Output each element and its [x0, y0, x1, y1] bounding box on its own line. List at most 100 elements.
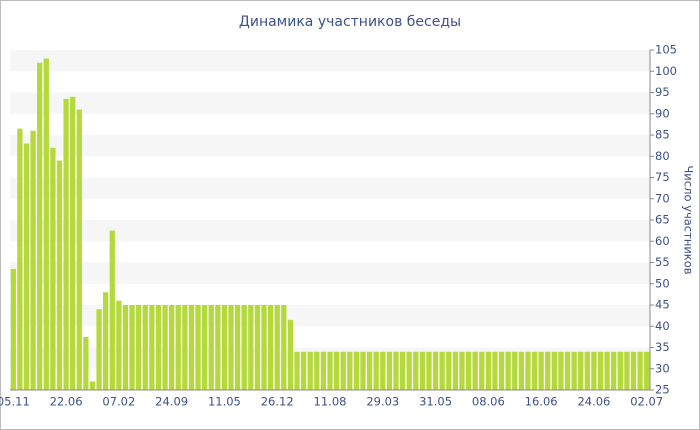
bar: [122, 305, 129, 390]
x-tick-label: 11.08: [314, 395, 347, 409]
bar: [584, 351, 590, 390]
bar: [142, 305, 148, 390]
bar: [320, 351, 327, 390]
bar: [538, 351, 544, 390]
x-tick-label: 24.06: [577, 395, 610, 409]
bar: [188, 305, 195, 390]
bar: [386, 351, 393, 390]
bar: [83, 336, 89, 390]
bar: [294, 351, 300, 390]
bar: [287, 319, 294, 390]
bar: [492, 351, 498, 390]
bar: [644, 351, 650, 390]
grid-band: [10, 177, 650, 199]
bar: [413, 351, 419, 390]
bar: [175, 305, 181, 390]
bar: [103, 292, 109, 390]
x-tick-label: 08.06: [472, 395, 505, 409]
y-tick-label: 90: [655, 106, 670, 120]
bar: [76, 109, 82, 390]
bar: [70, 96, 76, 390]
bar: [380, 351, 386, 390]
bar: [591, 351, 597, 390]
bar: [248, 305, 254, 390]
bar: [426, 351, 432, 390]
y-tick-label: 55: [655, 255, 670, 269]
bar: [169, 305, 175, 390]
bar: [96, 309, 102, 390]
bar: [465, 351, 472, 390]
bar: [578, 351, 584, 390]
bar: [300, 351, 307, 390]
bar: [327, 351, 333, 390]
bar: [485, 351, 491, 390]
y-tick-label: 80: [655, 149, 670, 163]
bar: [347, 351, 353, 390]
bar: [254, 305, 261, 390]
bar: [399, 351, 406, 390]
y-tick-label: 85: [655, 128, 670, 142]
bar: [30, 130, 36, 390]
x-tick-label: 05.11: [0, 395, 30, 409]
x-tick-label: 29.03: [366, 395, 399, 409]
y-tick-label: 60: [655, 234, 670, 248]
grid-band: [10, 262, 650, 284]
bar: [129, 305, 135, 390]
bar: [505, 351, 511, 390]
y-axis-label: Число участников: [682, 165, 696, 274]
chart-title: Динамика участников беседы: [239, 14, 461, 30]
bar: [340, 351, 346, 390]
x-tick-label: 02.07: [630, 395, 663, 409]
y-tick-label: 35: [655, 340, 670, 354]
bar: [307, 351, 313, 390]
x-tick-label: 26.12: [261, 395, 294, 409]
plot: [10, 50, 650, 390]
bar: [221, 305, 228, 390]
bar: [202, 305, 208, 390]
bar: [558, 351, 564, 390]
y-tick-label: 65: [655, 213, 670, 227]
y-tick-label: 105: [655, 43, 677, 57]
grid-band: [10, 50, 650, 72]
grid-band: [10, 92, 650, 114]
bar: [604, 351, 610, 390]
bar: [116, 300, 122, 390]
y-tick-label: 45: [655, 298, 670, 312]
bar: [531, 351, 538, 390]
bar: [498, 351, 505, 390]
bar: [56, 160, 63, 390]
bar: [267, 305, 274, 390]
bar: [215, 305, 221, 390]
bar: [637, 351, 643, 390]
bar: [373, 351, 379, 390]
bar: [37, 62, 43, 390]
bar: [360, 351, 366, 390]
bar: [314, 351, 320, 390]
y-tick-label: 75: [655, 170, 670, 184]
bar: [89, 381, 96, 390]
x-tick-label: 16.06: [525, 395, 558, 409]
bar: [432, 351, 439, 390]
bar: [109, 230, 115, 390]
y-tick-label: 100: [655, 64, 677, 78]
bar: [333, 351, 340, 390]
bar: [43, 58, 49, 390]
bar: [234, 305, 241, 390]
bar: [50, 147, 56, 390]
bar: [617, 351, 623, 390]
bar: [597, 351, 604, 390]
y-tick-label: 25: [655, 383, 670, 397]
bar: [63, 98, 69, 390]
bar: [551, 351, 557, 390]
bar: [155, 305, 162, 390]
bar: [479, 351, 485, 390]
bar: [472, 351, 478, 390]
x-tick-label: 07.02: [102, 395, 135, 409]
bar: [23, 143, 30, 390]
bar: [630, 351, 637, 390]
y-tick-label: 40: [655, 319, 670, 333]
y-tick-label: 50: [655, 276, 670, 290]
bar: [353, 351, 360, 390]
bar: [564, 351, 571, 390]
